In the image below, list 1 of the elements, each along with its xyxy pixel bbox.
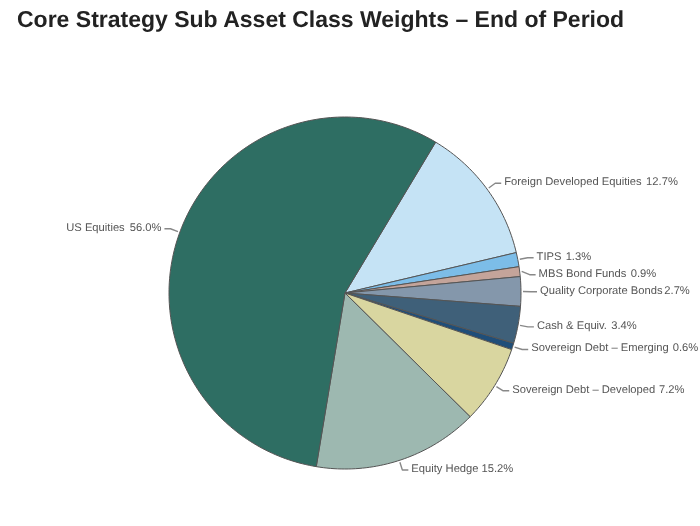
chart-title: Core Strategy Sub Asset Class Weights – End of Period xyxy=(17,9,625,33)
